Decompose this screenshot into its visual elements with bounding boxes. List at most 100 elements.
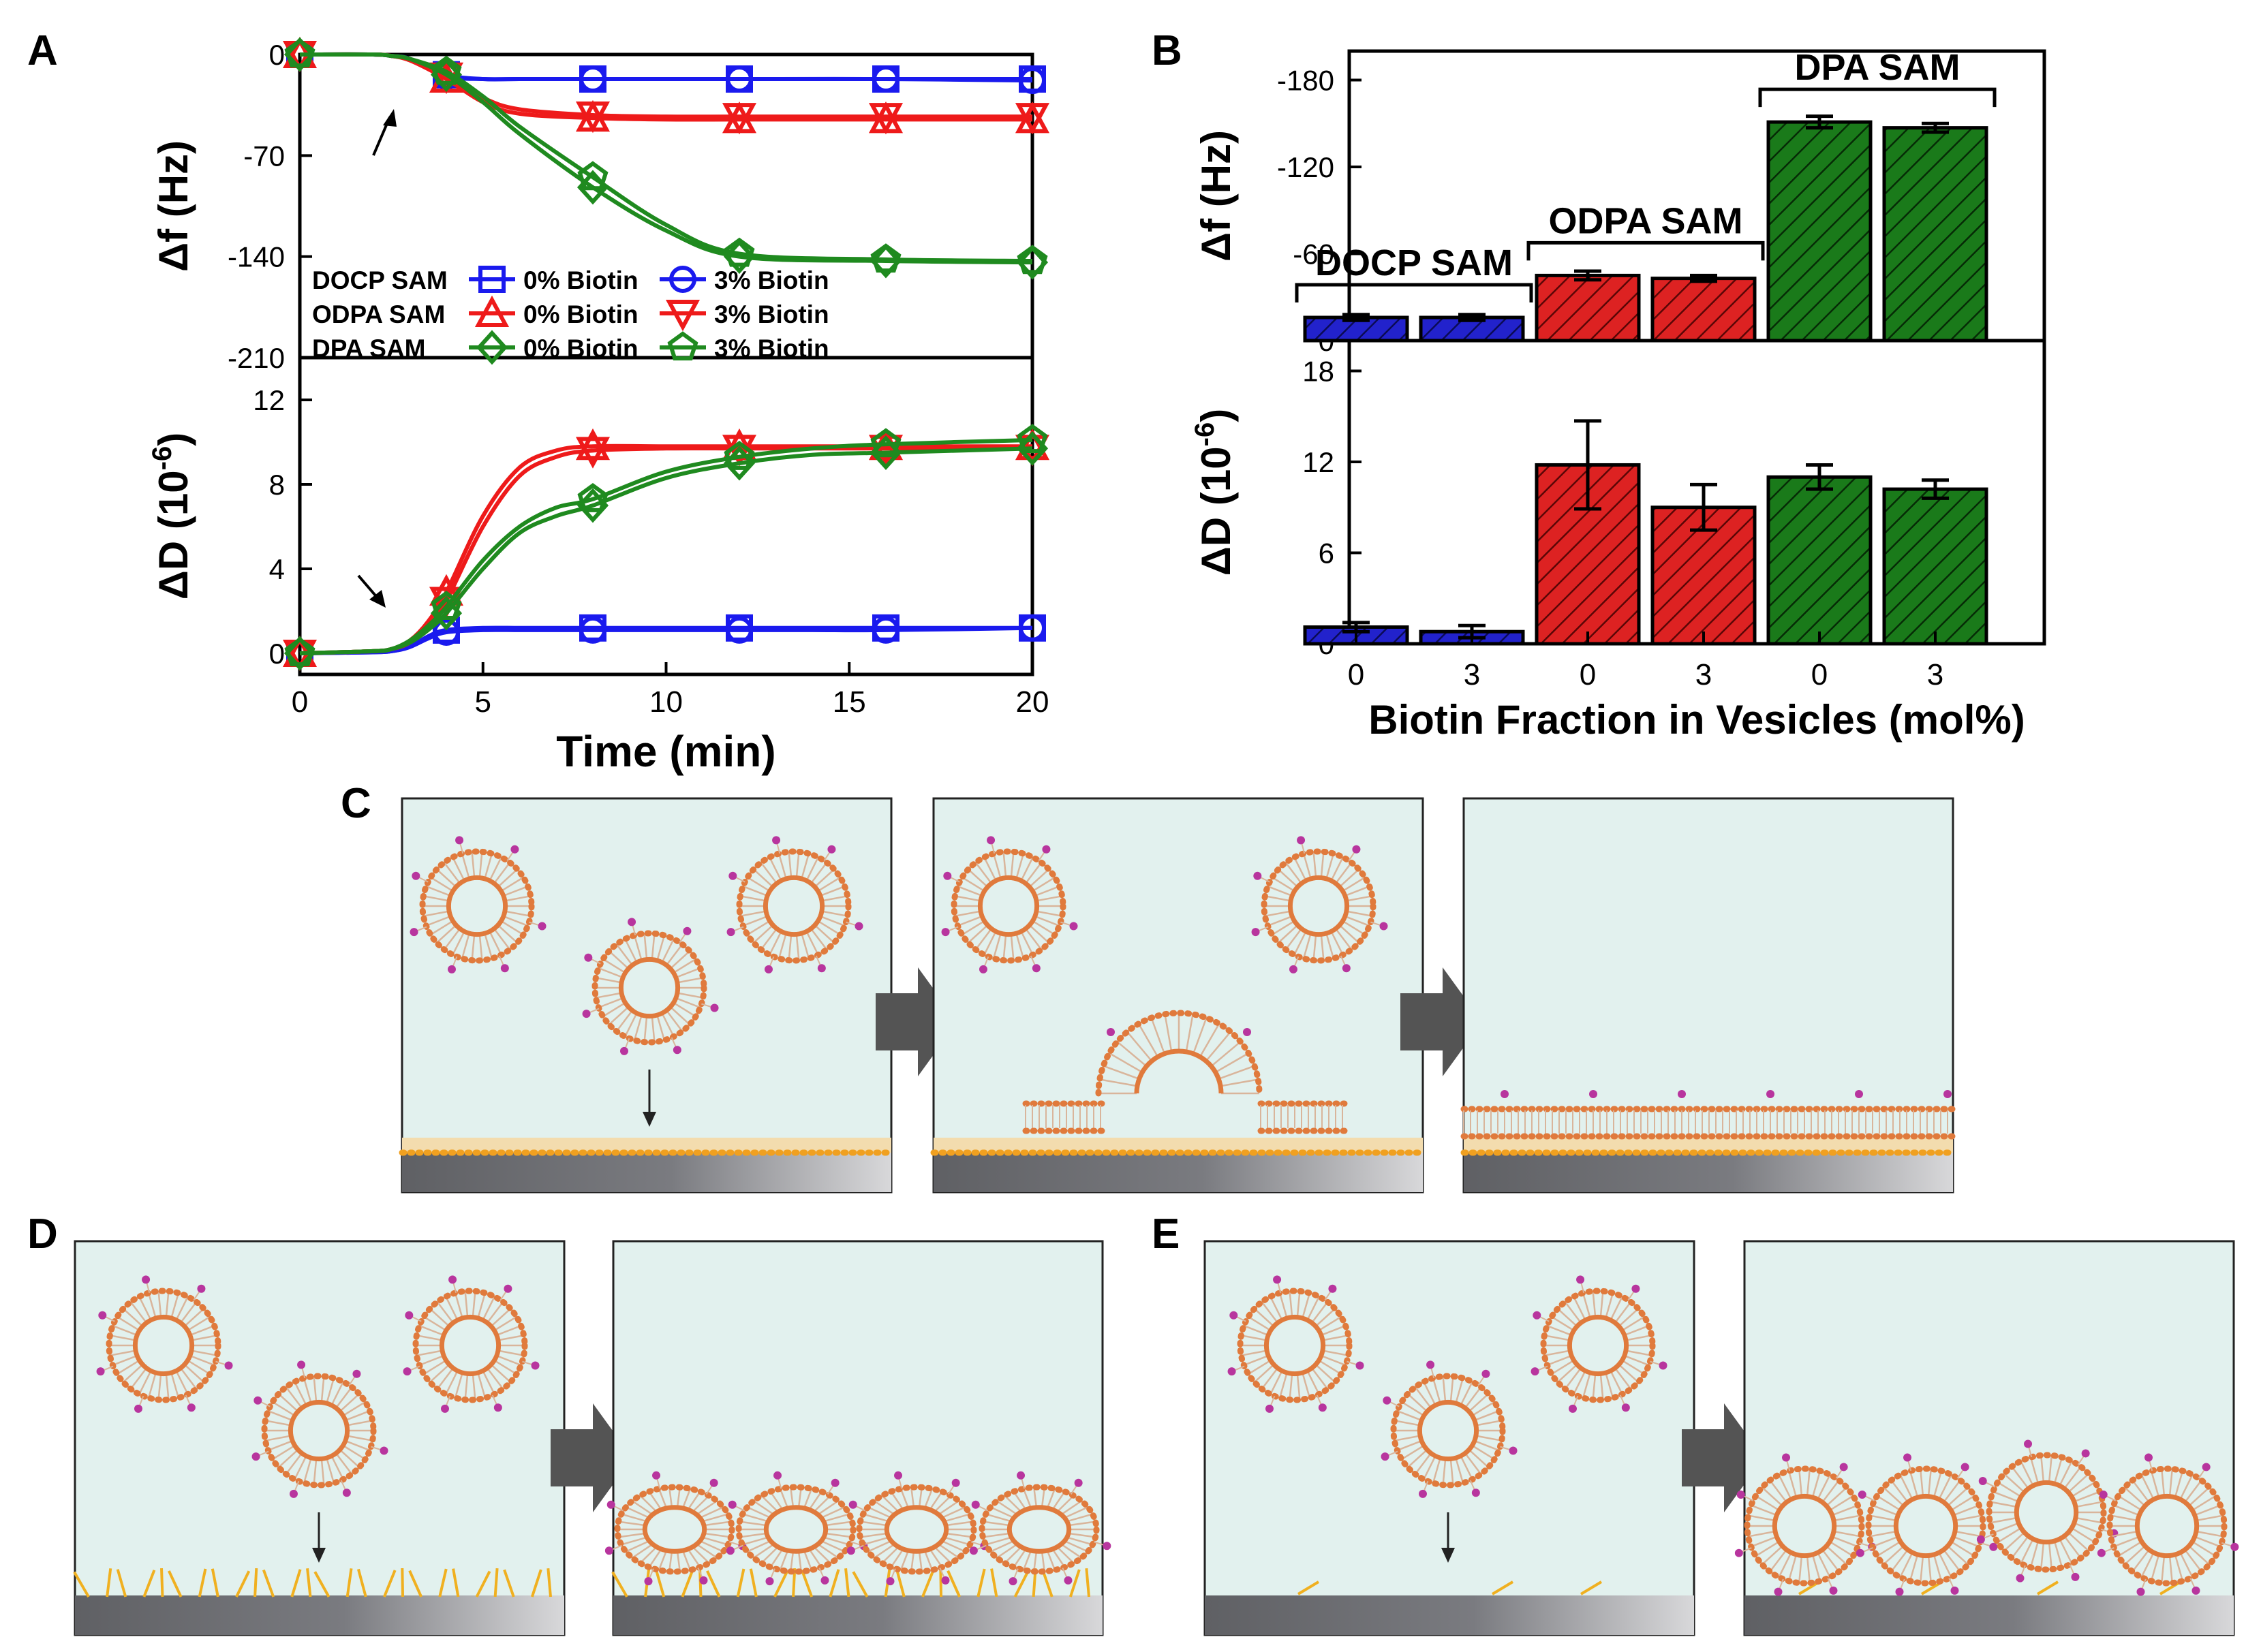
lipid-tail [1342,920,1366,936]
vesicle [1856,1453,1998,1596]
lipid-tail [955,910,981,917]
y-tick-label: 12 [253,384,285,416]
outer-leaflet [1261,848,1376,964]
scene-background [1203,1240,1695,1636]
lipid-tail [699,1540,724,1553]
biotin-dot [1631,1284,1640,1293]
lipid-tail [1833,1514,1861,1522]
lipid-tail [2179,1552,2194,1578]
lipid-tail [1544,1350,1571,1356]
lipid-tail [860,1532,888,1538]
lipid-tail [489,856,502,882]
data-marker [431,55,462,85]
lipid-tail [1610,1370,1623,1395]
lipid-tail [1883,1486,1905,1507]
lipid-tail [129,1367,147,1390]
biotin-dot [1976,1535,1985,1544]
data-marker [577,161,609,191]
lipid-tail [2140,1552,2155,1578]
lipid-tail [1927,1555,1932,1583]
lipid-tail [1004,1495,1022,1513]
data-marker [1019,67,1046,95]
lipid-tail [1546,1354,1572,1367]
lipid-tail [2071,1481,2096,1498]
sam-chain [852,1571,869,1598]
lipid-tail [624,1012,638,1038]
biotin-dot [1107,1028,1115,1036]
y-tick-label: -140 [228,241,285,273]
lipid-tail [320,1376,325,1403]
lipid-tail [661,938,675,963]
outer-leaflet [1986,1452,2107,1573]
lipid-tail [1243,1354,1269,1367]
lipid-tail [1954,1530,1982,1538]
lipid-tail [503,915,529,927]
x-tick-label: 5 [475,685,491,719]
lipid-tail [983,931,997,956]
sam-chain [106,1568,112,1598]
lipid-tail [747,1506,771,1519]
sam-chain [313,1571,330,1598]
lipid-tail [1278,869,1299,888]
lipid-tail [669,950,690,969]
biotin-dot [764,965,773,973]
lipid-tail [1599,1373,1604,1400]
lipid-tail [330,1455,344,1480]
y-axis-label: ΔD (10-6) [1190,409,1239,576]
lipid-tail [416,1350,443,1356]
lipid-tail [443,862,461,884]
lipid-tail [1041,1487,1045,1508]
lipid-tail [265,1435,292,1441]
lipid-tail [1278,924,1299,944]
biotin-dot [765,1577,774,1586]
lipid-tail [423,1359,447,1375]
biotin-dot [1736,1490,1745,1499]
lipid-tail [1020,856,1034,882]
outer-leaflet [1095,1010,1263,1097]
scene-e-step2 [1734,1240,2239,1636]
biotin-dot [726,1546,735,1555]
lipid-tail [1318,1315,1342,1332]
lipid-tail [823,1536,850,1546]
lipid-tail [1869,1530,1897,1538]
biotin-dot [1978,1476,1987,1485]
biotin-dot [1342,964,1351,973]
lipid-tail [454,1372,463,1399]
lipid-tail [1811,1554,1821,1582]
substrate [1205,1595,1694,1635]
lipid-tail [335,1386,353,1409]
lipid-tail [803,1550,813,1571]
sam-chain [736,1568,745,1598]
panel-label-c: C [341,780,371,827]
data-marker [1019,614,1046,642]
biotin-dot [1481,1369,1490,1378]
biotin-dot [2230,1542,2239,1551]
lipid-tail [1218,1065,1255,1080]
lipid-tail [2179,1474,2194,1500]
biotin-dot [2099,1490,2108,1499]
lipid-tail [1769,1549,1787,1572]
legend-marker [476,330,508,365]
lipid-tail [429,1308,450,1327]
lipid-tail [1185,1014,1194,1053]
data-marker [1017,245,1048,275]
lipid-tail [990,1540,1015,1553]
lipid-tail [983,1532,1011,1538]
group-label: DPA SAM [1795,47,1960,88]
lipid-tail [1306,1370,1320,1395]
inner-leaflet [977,875,1040,937]
lipid-tail [1311,1301,1329,1324]
group-bracket [1526,240,1765,261]
sam-chain [142,1570,156,1598]
lipid-tail [639,1495,658,1513]
biotin-dot [2024,1439,2033,1448]
bar [1766,120,1873,343]
lipid-tail [1432,1377,1441,1404]
biotin-dot [817,964,826,973]
lipid-tail [278,1449,299,1468]
vesicle [410,836,547,973]
biotin-dot [1533,1311,1541,1320]
x-tick-label: 0 [1580,658,1596,691]
lipid-tail [2188,1545,2210,1565]
